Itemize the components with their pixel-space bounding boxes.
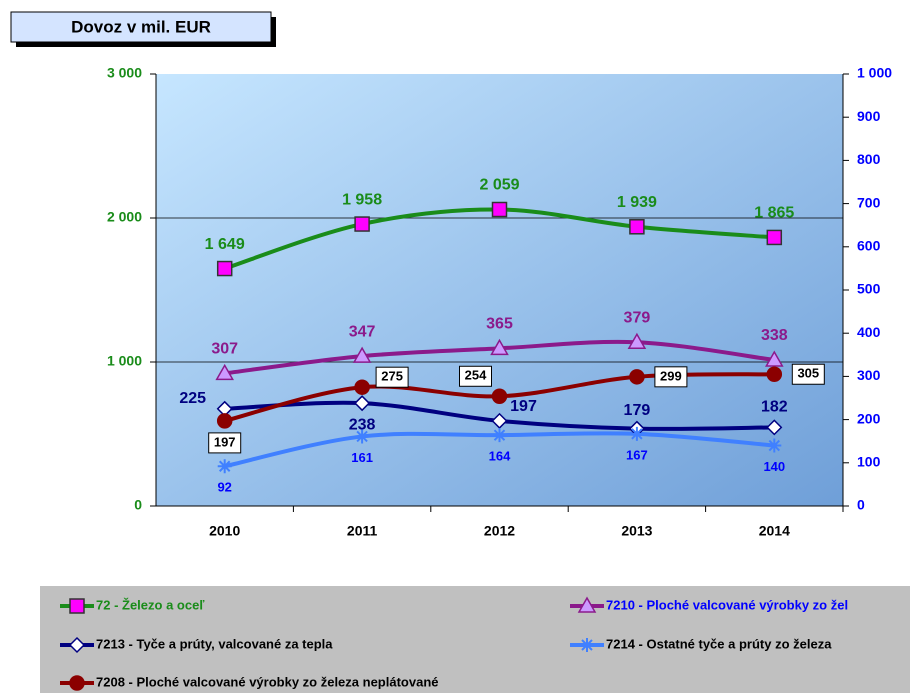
y2-tick-label: 1 000 [857, 65, 892, 81]
y-tick-label: 3 000 [107, 65, 142, 81]
title-box [10, 11, 272, 43]
y2-tick-label: 600 [857, 238, 881, 254]
marker [766, 229, 783, 246]
marker [491, 412, 508, 429]
y2-tick-label: 500 [857, 281, 881, 297]
data-label: 164 [489, 449, 511, 464]
y2-tick-label: 0 [857, 497, 865, 513]
label-box [208, 432, 242, 454]
data-label: 307 [211, 341, 238, 358]
data-label: 161 [351, 450, 373, 465]
marker [627, 332, 647, 350]
legend-box [40, 586, 910, 693]
data-label: 299 [660, 368, 682, 383]
marker [580, 638, 594, 652]
data-label: 92 [217, 480, 231, 495]
data-label: 1 865 [754, 205, 794, 222]
marker [215, 363, 234, 381]
marker [766, 419, 783, 436]
label-box [375, 366, 409, 388]
marker [766, 366, 783, 382]
data-label: 225 [179, 390, 206, 407]
y2-tick-label: 800 [857, 151, 881, 167]
data-label: 140 [763, 459, 785, 474]
data-label: 1 958 [342, 191, 382, 208]
data-label: 365 [486, 316, 513, 333]
y2-tick-label: 300 [857, 367, 881, 383]
x-tick-label: 2013 [621, 523, 652, 539]
label-box [654, 366, 688, 388]
marker [68, 636, 86, 654]
y-tick-label: 0 [134, 497, 142, 513]
data-label: 238 [349, 416, 376, 433]
data-label: 254 [465, 368, 487, 383]
legend-label: 7214 - Ostatné tyče a prúty zo železa [606, 636, 832, 651]
marker [216, 260, 233, 277]
data-label: 179 [624, 402, 651, 419]
marker [577, 596, 597, 613]
x-tick-label: 2012 [484, 523, 515, 539]
legend-label: 72 - Železo a oceľ [96, 597, 205, 612]
marker [216, 413, 233, 429]
y-tick-label: 2 000 [107, 209, 142, 225]
y2-tick-label: 700 [857, 194, 881, 210]
chart-title: Dovoz v mil. EUR [71, 17, 211, 36]
data-label: 347 [349, 323, 376, 340]
data-label: 197 [214, 434, 236, 449]
y2-tick-label: 400 [857, 324, 881, 340]
x-tick-label: 2014 [759, 523, 790, 539]
marker [629, 219, 645, 235]
legend-label: 7210 - Ploché valcované výrobky zo žel [606, 597, 848, 612]
marker [629, 369, 645, 385]
marker [217, 459, 232, 474]
marker [490, 338, 509, 356]
data-label: 2 059 [479, 177, 519, 194]
marker [352, 346, 372, 363]
marker [767, 438, 782, 453]
legend-label: 7213 - Tyče a prúty, valcované za tepla [96, 636, 333, 651]
data-label: 275 [381, 369, 403, 384]
marker [491, 388, 508, 405]
data-label: 338 [761, 327, 788, 344]
marker [492, 428, 507, 443]
label-box [459, 365, 492, 387]
marker [69, 675, 85, 691]
data-label: 167 [626, 447, 648, 462]
data-label: 182 [761, 399, 788, 416]
data-label: 197 [510, 398, 537, 415]
marker [354, 216, 370, 232]
data-label: 379 [624, 309, 651, 326]
y-tick-label: 1 000 [107, 353, 142, 369]
marker [629, 426, 644, 441]
marker [765, 350, 784, 367]
marker [354, 379, 370, 395]
x-tick-label: 2010 [209, 523, 240, 539]
data-label: 305 [797, 366, 819, 381]
marker [69, 598, 85, 614]
data-label: 1 939 [617, 194, 657, 211]
marker [355, 429, 370, 444]
label-box [791, 363, 825, 385]
marker [491, 201, 508, 218]
marker [354, 395, 371, 412]
data-label: 1 649 [205, 236, 245, 253]
legend-label: 7208 - Ploché valcované výrobky zo želez… [96, 674, 439, 689]
y2-tick-label: 900 [857, 108, 881, 124]
y2-tick-label: 200 [857, 410, 881, 426]
y2-tick-label: 100 [857, 454, 881, 470]
x-tick-label: 2011 [347, 523, 378, 539]
